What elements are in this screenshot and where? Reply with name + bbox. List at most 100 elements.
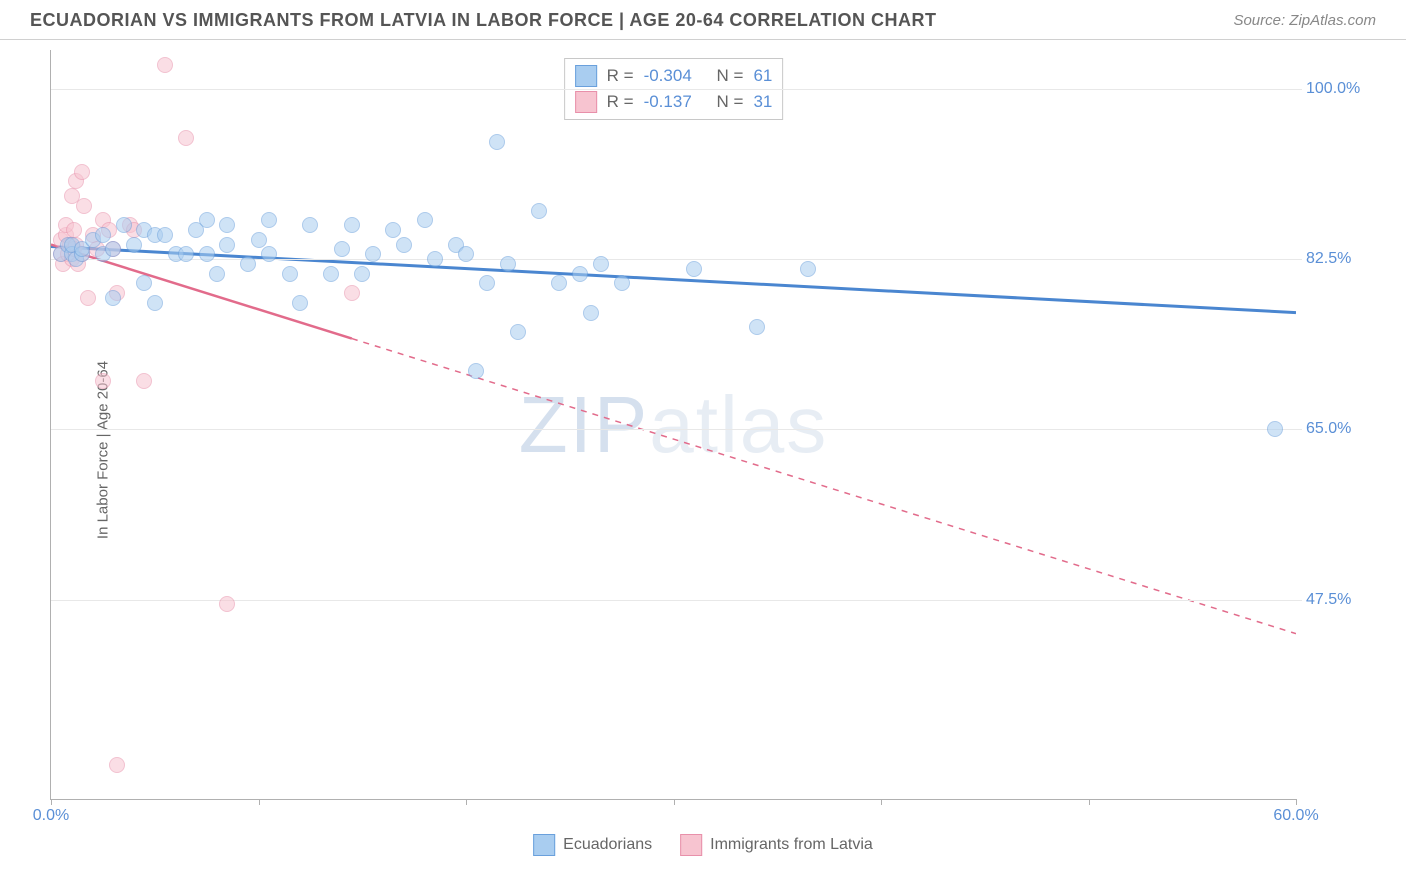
scatter-point xyxy=(219,217,235,233)
scatter-point xyxy=(427,251,443,267)
chart-title: ECUADORIAN VS IMMIGRANTS FROM LATVIA IN … xyxy=(30,10,937,31)
legend-item-ecuadorians: Ecuadorians xyxy=(533,834,652,856)
x-tick-label-right: 60.0% xyxy=(1273,807,1318,825)
scatter-point xyxy=(80,290,96,306)
scatter-point xyxy=(344,217,360,233)
scatter-point xyxy=(614,275,630,291)
scatter-point xyxy=(417,212,433,228)
scatter-point xyxy=(199,246,215,262)
x-tick xyxy=(881,799,882,805)
legend-row-blue: R = -0.304 N = 61 xyxy=(575,63,773,89)
scatter-point xyxy=(199,212,215,228)
series-legend: Ecuadorians Immigrants from Latvia xyxy=(533,834,873,856)
watermark: ZIPatlas xyxy=(519,379,828,471)
y-tick-label: 82.5% xyxy=(1306,250,1386,268)
scatter-point xyxy=(468,363,484,379)
grid-line-h xyxy=(51,429,1302,430)
y-tick-label: 65.0% xyxy=(1306,420,1386,438)
scatter-point xyxy=(686,261,702,277)
scatter-point xyxy=(344,285,360,301)
scatter-point xyxy=(95,373,111,389)
scatter-point xyxy=(240,256,256,272)
x-tick xyxy=(1089,799,1090,805)
swatch-pink xyxy=(680,834,702,856)
scatter-point xyxy=(136,275,152,291)
r-value: -0.304 xyxy=(644,66,692,86)
x-tick-label-left: 0.0% xyxy=(33,807,69,825)
scatter-point xyxy=(261,212,277,228)
legend-label: Ecuadorians xyxy=(563,836,652,854)
swatch-blue xyxy=(533,834,555,856)
scatter-point xyxy=(531,203,547,219)
chart-header: ECUADORIAN VS IMMIGRANTS FROM LATVIA IN … xyxy=(0,0,1406,40)
watermark-zip: ZIP xyxy=(519,380,649,469)
scatter-point xyxy=(76,198,92,214)
swatch-pink xyxy=(575,91,597,113)
legend-label: Immigrants from Latvia xyxy=(710,836,873,854)
scatter-point xyxy=(178,130,194,146)
scatter-point xyxy=(157,57,173,73)
x-tick xyxy=(51,799,52,805)
legend-row-pink: R = -0.137 N = 31 xyxy=(575,89,773,115)
trend-line xyxy=(352,339,1296,634)
grid-line-h xyxy=(51,89,1302,90)
scatter-point xyxy=(354,266,370,282)
scatter-point xyxy=(251,232,267,248)
n-label: N = xyxy=(717,66,744,86)
scatter-point xyxy=(147,295,163,311)
swatch-blue xyxy=(575,65,597,87)
scatter-point xyxy=(551,275,567,291)
scatter-point xyxy=(292,295,308,311)
scatter-point xyxy=(323,266,339,282)
x-tick xyxy=(466,799,467,805)
scatter-point xyxy=(105,290,121,306)
scatter-point xyxy=(583,305,599,321)
scatter-point xyxy=(800,261,816,277)
scatter-point xyxy=(219,596,235,612)
x-tick xyxy=(259,799,260,805)
x-tick xyxy=(674,799,675,805)
x-tick xyxy=(1296,799,1297,805)
scatter-point xyxy=(136,373,152,389)
scatter-point xyxy=(489,134,505,150)
scatter-point xyxy=(572,266,588,282)
trend-line xyxy=(51,246,1296,312)
y-tick-label: 47.5% xyxy=(1306,591,1386,609)
n-label: N = xyxy=(717,92,744,112)
chart-area: In Labor Force | Age 20-64 ZIPatlas R = … xyxy=(0,40,1406,860)
scatter-point xyxy=(109,757,125,773)
legend-item-latvia: Immigrants from Latvia xyxy=(680,834,873,856)
scatter-point xyxy=(105,241,121,257)
scatter-point xyxy=(510,324,526,340)
scatter-point xyxy=(479,275,495,291)
source-attribution: Source: ZipAtlas.com xyxy=(1233,12,1376,29)
scatter-point xyxy=(157,227,173,243)
r-label: R = xyxy=(607,66,634,86)
scatter-point xyxy=(593,256,609,272)
r-value: -0.137 xyxy=(644,92,692,112)
scatter-point xyxy=(66,222,82,238)
grid-line-h xyxy=(51,600,1302,601)
scatter-point xyxy=(116,217,132,233)
scatter-point xyxy=(302,217,318,233)
scatter-point xyxy=(334,241,350,257)
watermark-rest: atlas xyxy=(649,380,828,469)
plot-area: ZIPatlas R = -0.304 N = 61 R = -0.137 N … xyxy=(50,50,1296,800)
scatter-point xyxy=(500,256,516,272)
scatter-point xyxy=(458,246,474,262)
grid-line-h xyxy=(51,259,1302,260)
scatter-point xyxy=(126,237,142,253)
scatter-point xyxy=(209,266,225,282)
scatter-point xyxy=(261,246,277,262)
trend-lines xyxy=(51,50,1296,799)
n-value: 61 xyxy=(753,66,772,86)
r-label: R = xyxy=(607,92,634,112)
n-value: 31 xyxy=(753,92,772,112)
scatter-point xyxy=(219,237,235,253)
scatter-point xyxy=(74,164,90,180)
scatter-point xyxy=(385,222,401,238)
scatter-point xyxy=(1267,421,1283,437)
scatter-point xyxy=(396,237,412,253)
scatter-point xyxy=(282,266,298,282)
scatter-point xyxy=(365,246,381,262)
